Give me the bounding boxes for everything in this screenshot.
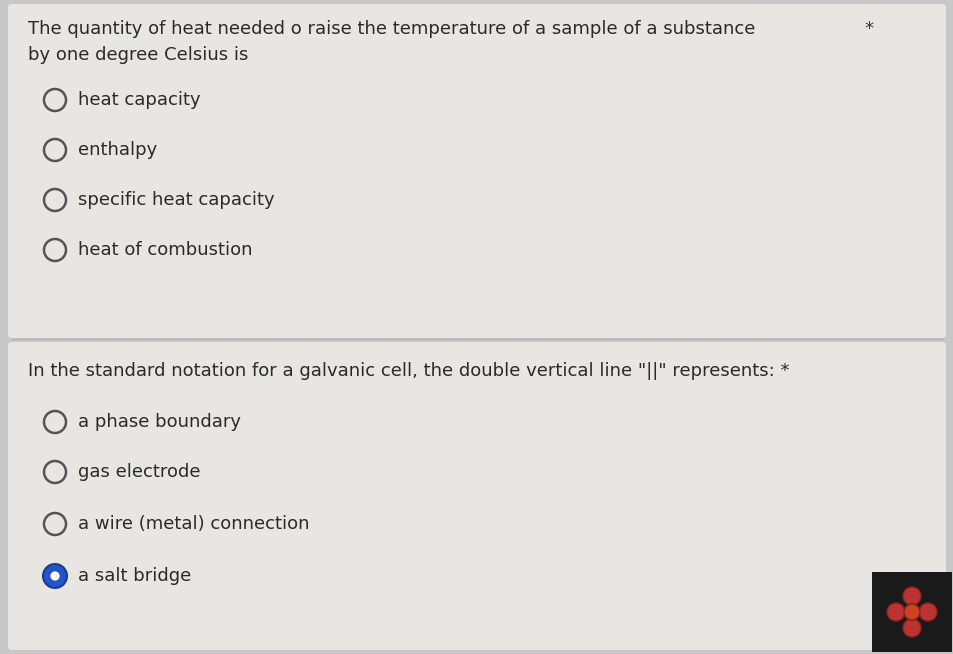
Ellipse shape [902,587,920,605]
Ellipse shape [886,603,904,621]
Text: enthalpy: enthalpy [78,141,157,159]
Text: heat capacity: heat capacity [78,91,200,109]
Text: The quantity of heat needed o raise the temperature of a sample of a substance: The quantity of heat needed o raise the … [28,20,755,38]
Circle shape [51,572,59,581]
FancyBboxPatch shape [8,4,945,338]
Bar [871,572,951,652]
Circle shape [42,563,68,589]
Text: heat of combustion: heat of combustion [78,241,253,259]
Text: a salt bridge: a salt bridge [78,567,191,585]
Text: a phase boundary: a phase boundary [78,413,241,431]
Ellipse shape [902,619,920,637]
Text: In the standard notation for a galvanic cell, the double vertical line "||" repr: In the standard notation for a galvanic … [28,362,789,380]
Circle shape [44,565,66,587]
Text: a wire (metal) connection: a wire (metal) connection [78,515,309,533]
Circle shape [903,604,919,620]
FancyBboxPatch shape [8,342,945,650]
Text: specific heat capacity: specific heat capacity [78,191,274,209]
Text: *: * [863,20,872,38]
Text: gas electrode: gas electrode [78,463,200,481]
Ellipse shape [918,603,936,621]
Text: by one degree Celsius is: by one degree Celsius is [28,46,248,64]
